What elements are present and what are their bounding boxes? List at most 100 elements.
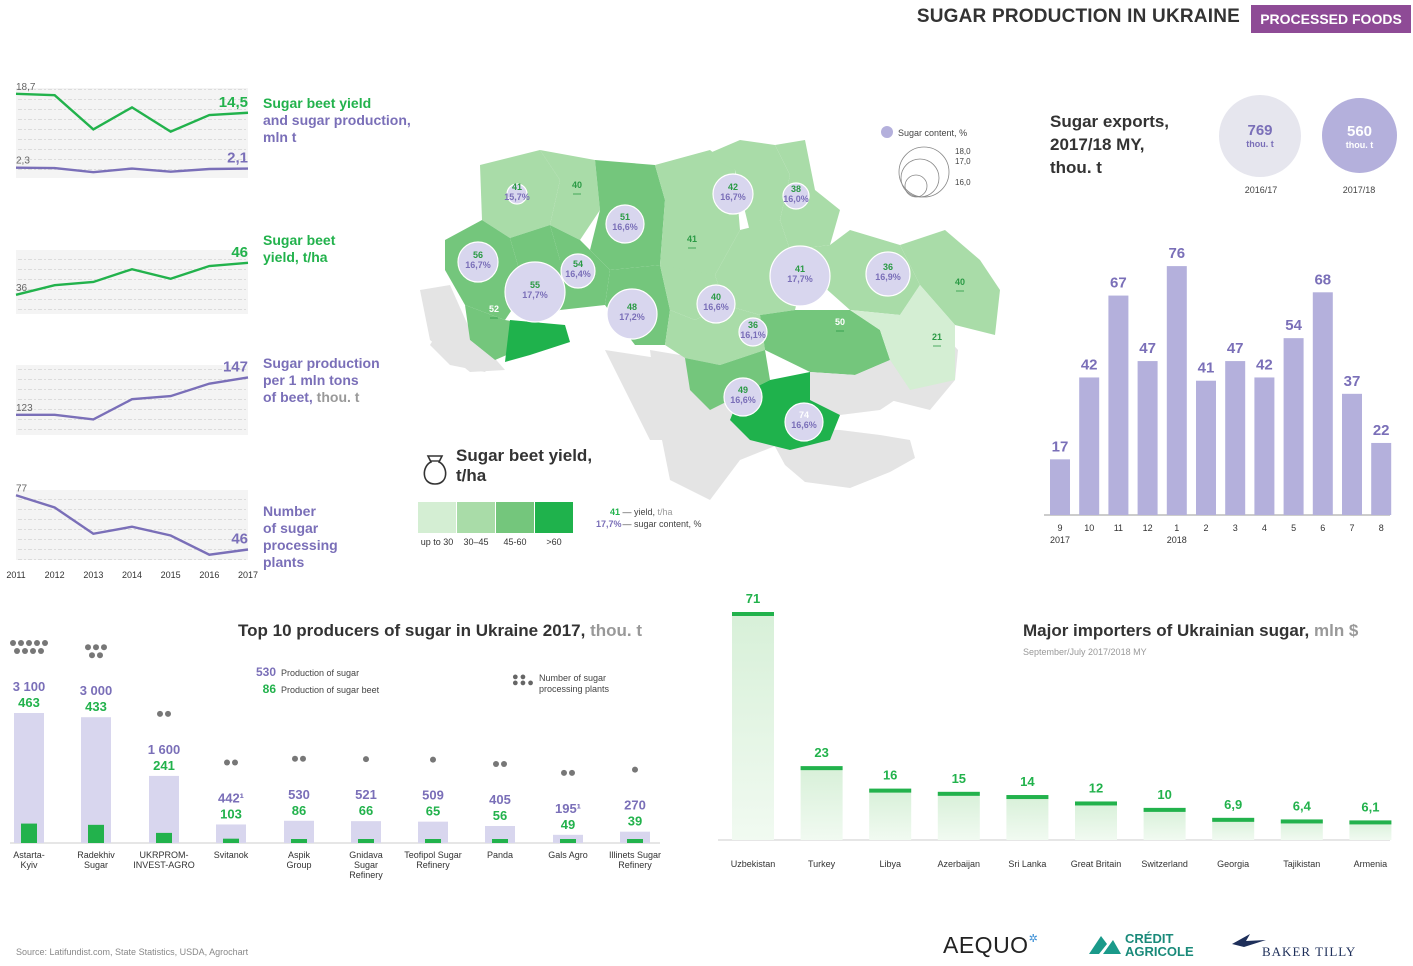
- producers-beet-bar: [156, 832, 172, 843]
- producers-sugar-bar: [418, 821, 448, 843]
- producers-beet-value: 433: [85, 699, 107, 714]
- exports-bar: [1050, 459, 1070, 515]
- map-yield-value: 48: [627, 302, 637, 312]
- map-yield-value: 56: [473, 250, 483, 260]
- producers-category-label: Kyiv: [20, 860, 38, 870]
- producers-beet-bar: [88, 824, 104, 843]
- map-region-label: 21: [932, 332, 942, 347]
- map-sugar-value: 16,6%: [791, 420, 817, 430]
- importers-bar: [1075, 801, 1117, 840]
- producers-plant-dot: [561, 769, 567, 776]
- mini-chart-2-last-label-1: 46: [231, 244, 248, 261]
- map-region-luhansk: [900, 230, 1000, 335]
- importers-subtitle: September/July 2017/2018 MY: [1023, 647, 1147, 657]
- importers-bar-cap: [732, 612, 774, 616]
- exports-year-2016: 2016/17: [1244, 185, 1278, 195]
- producers-category-label: Sugar: [84, 860, 108, 870]
- mini-x-label: 2017: [238, 570, 258, 580]
- map-region-mykolaiv: [685, 350, 770, 410]
- producers-plant-dot: [501, 761, 507, 768]
- map-sugar-value: 16,0%: [783, 194, 809, 204]
- map-yield-value: 51: [620, 212, 630, 222]
- importers-bar: [1349, 820, 1392, 840]
- exports-bar: [1079, 377, 1100, 515]
- map-sugar-value: 16,9%: [875, 272, 901, 282]
- logo-ca-line2: AGRICOLE: [1125, 944, 1194, 959]
- mini-chart-2-first-label-1: 36: [16, 283, 28, 294]
- exports-x-label: 2: [1203, 523, 1208, 533]
- producers-plant-dot: [30, 648, 36, 654]
- producers-plant-dot: [89, 652, 95, 659]
- producers-plant-dot: [101, 644, 107, 651]
- map-region-label: 40: [955, 277, 965, 292]
- map-sugar-bubble: [504, 261, 566, 323]
- map-sugar-bubble: [769, 245, 831, 307]
- importers-category-label: Azerbaijan: [938, 859, 981, 869]
- importers-bar-value: 16: [883, 768, 897, 783]
- producers-legend-plants-a: Number of sugar: [539, 673, 607, 683]
- logo-aequo-text: AEQUO: [943, 932, 1029, 958]
- map-sugar-value: 16,6%: [703, 302, 729, 312]
- logo-aequo-star-icon: ✲: [1028, 933, 1039, 945]
- producers-beet-bar: [627, 839, 643, 843]
- importers-title: Major importers of Ukrainian sugar, mln …: [1023, 621, 1358, 641]
- mini-chart3-label-c: of beet,: [263, 389, 313, 405]
- yield-scale-cell: [457, 502, 495, 533]
- producers-sugar-value: 530: [288, 787, 310, 802]
- producers-beet-value: 49: [561, 817, 575, 832]
- mini-chart-1-last-label-2: 2,1: [227, 150, 248, 167]
- mini-charts: 18,7 14,5 2,3 2,1 36 46 123 147 77 46 2011 2012 2013…: [6, 82, 258, 580]
- map-yield-value: 54: [573, 259, 583, 269]
- importers-bar-cap: [937, 791, 980, 796]
- mini-chart-4-line-1: [15, 494, 249, 556]
- importers-bar-value: 6,1: [1361, 799, 1379, 814]
- producers-plant-dot: [292, 755, 298, 762]
- producers-sugar-bar: [620, 831, 650, 843]
- producers-plant-dot: [42, 640, 48, 646]
- map-key-sugar-value: 17,7%: [596, 519, 622, 529]
- producers-sugar-value: 509: [422, 788, 444, 803]
- legend-sugar-dot: [881, 126, 893, 138]
- mini-chart-2-bg: [16, 250, 248, 314]
- producers-beet-value: 463: [18, 695, 40, 710]
- map-sugar-value: 15,7%: [504, 192, 530, 202]
- map-yield-value: 49: [738, 385, 748, 395]
- producers-category-label: UKRPROM-: [140, 850, 189, 860]
- map-key-sugar-label: — sugar content, %: [622, 519, 702, 529]
- producers-sugar-bar: [553, 834, 583, 843]
- exports-bar: [1166, 266, 1187, 515]
- yield-scale: up to 30 30–45 45-60 >60: [418, 502, 574, 547]
- map-sugar-value: 16,7%: [465, 260, 491, 270]
- producers-category-label: Refinery: [618, 860, 652, 870]
- mini-chart3-label: Sugar production per 1 mln tons of beet,…: [263, 355, 380, 406]
- yield-legend-title-b: t/ha: [456, 466, 487, 485]
- sack-icon: [423, 455, 447, 485]
- legend-size-small: [904, 174, 928, 198]
- exports-bar-chart: 17 9 42 10 67 11 47 12 76 1 41 2 47 3 42 4 54 5 68 6 37 7 22 8 2…: [1044, 245, 1392, 545]
- producers-category-label: Panda: [487, 850, 513, 860]
- exports-bar-value: 47: [1139, 340, 1156, 357]
- producers-beet-value: 241: [153, 758, 175, 773]
- importers-bar-value: 15: [952, 771, 966, 786]
- producers-legend-plants-dots: ●● ●●●: [512, 671, 535, 689]
- map-region-donetsk: [850, 285, 955, 390]
- section-badge: PROCESSED FOODS: [1251, 5, 1411, 33]
- producers-category-label: Sugar: [354, 860, 378, 870]
- producers-beet-value: 39: [628, 814, 642, 829]
- importers-bar: [937, 791, 980, 840]
- producers-legend-plants: ●● ●●● Number of sugar processing plants: [512, 671, 609, 695]
- map-sugar-bubble: [865, 251, 911, 297]
- exports-circle-2016-unit: thou. t: [1246, 139, 1274, 149]
- importers-bar-cap: [869, 788, 912, 793]
- mini-chart-1-line-2: [15, 166, 249, 174]
- producers-sugar-value: 1 600: [148, 742, 181, 757]
- map-region-dnipropetrovsk: [760, 310, 890, 375]
- importers-bar-cap: [1075, 801, 1117, 806]
- map-key: 41 — yield, t/ha 17,7% — sugar content, …: [596, 506, 702, 530]
- exports-bar-value: 17: [1052, 438, 1069, 455]
